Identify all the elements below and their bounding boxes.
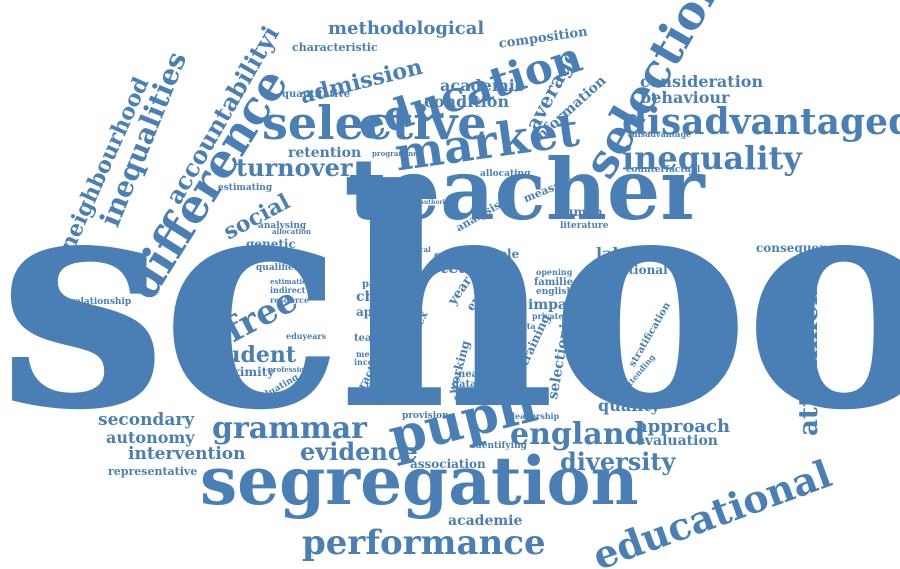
word-producing: producing <box>252 252 309 262</box>
word-academie: academie <box>448 514 522 528</box>
word-eduyears: eduyears <box>286 332 326 340</box>
word-secondary: secondary <box>98 412 194 429</box>
word-consequence: consequence <box>756 242 843 254</box>
word-retention: retention <box>288 146 361 160</box>
word-human: human <box>556 206 603 218</box>
word-teach: teach <box>440 260 492 277</box>
word-evidence: evidence <box>300 440 418 464</box>
word-database: database <box>452 380 502 390</box>
word-data: data <box>516 322 536 330</box>
word-estimating: estimating <box>218 184 272 193</box>
word-representative: representative <box>108 466 197 477</box>
word-student: student <box>202 344 296 366</box>
word-estimation: estimation <box>270 278 312 285</box>
word-teaching: teaching <box>354 334 403 344</box>
word-evaluation: evaluation <box>636 434 718 448</box>
word-condition: condition <box>424 94 509 110</box>
word-relationship: relationship <box>70 298 131 307</box>
word-national: national <box>612 264 668 276</box>
word-methodological: methodological <box>328 20 484 38</box>
word-opening: opening <box>536 268 572 276</box>
word-england: england <box>510 420 646 450</box>
word-genetic: genetic <box>246 238 296 250</box>
word-english: english <box>536 288 573 297</box>
word-quality: quality <box>598 398 660 414</box>
word-disadvantage: disadvantage <box>632 130 691 138</box>
word-provision: provision <box>402 412 449 421</box>
word-counterfactual: counterfactual <box>626 166 700 175</box>
word-leadership: leadership <box>512 412 559 420</box>
word-authority: authority <box>420 200 451 206</box>
word-behaviour: behaviour <box>640 90 729 106</box>
word-profession: profession <box>268 366 309 373</box>
word-association: association <box>410 458 486 470</box>
word-qualified: qualified <box>256 264 300 273</box>
word-proximity: proximity <box>210 366 274 378</box>
word-performance: performance <box>302 526 546 560</box>
word-possible: possible <box>366 380 403 388</box>
word-resource: resource <box>270 296 309 304</box>
word-quantitative: quantitative <box>282 90 350 100</box>
word-indirect: indirect <box>270 286 305 294</box>
word-literature: literature <box>560 222 608 231</box>
word-characteristic: characteristic <box>292 42 378 53</box>
word-programme: programme <box>372 150 418 157</box>
word-local: local <box>412 246 431 253</box>
word-impact: impact <box>528 298 582 312</box>
word-attainment: attainment <box>796 275 822 436</box>
word-critique: critique <box>454 394 485 401</box>
word-allocating: allocating <box>480 170 530 179</box>
word-identifying: identifying <box>472 442 527 451</box>
word-diversity: diversity <box>560 450 675 474</box>
word-paper: paper <box>362 280 394 290</box>
word-labour: labour <box>596 246 654 262</box>
word-study: study <box>486 260 507 267</box>
word-allocation: allocation <box>272 228 311 235</box>
word-intervention: intervention <box>128 446 246 463</box>
